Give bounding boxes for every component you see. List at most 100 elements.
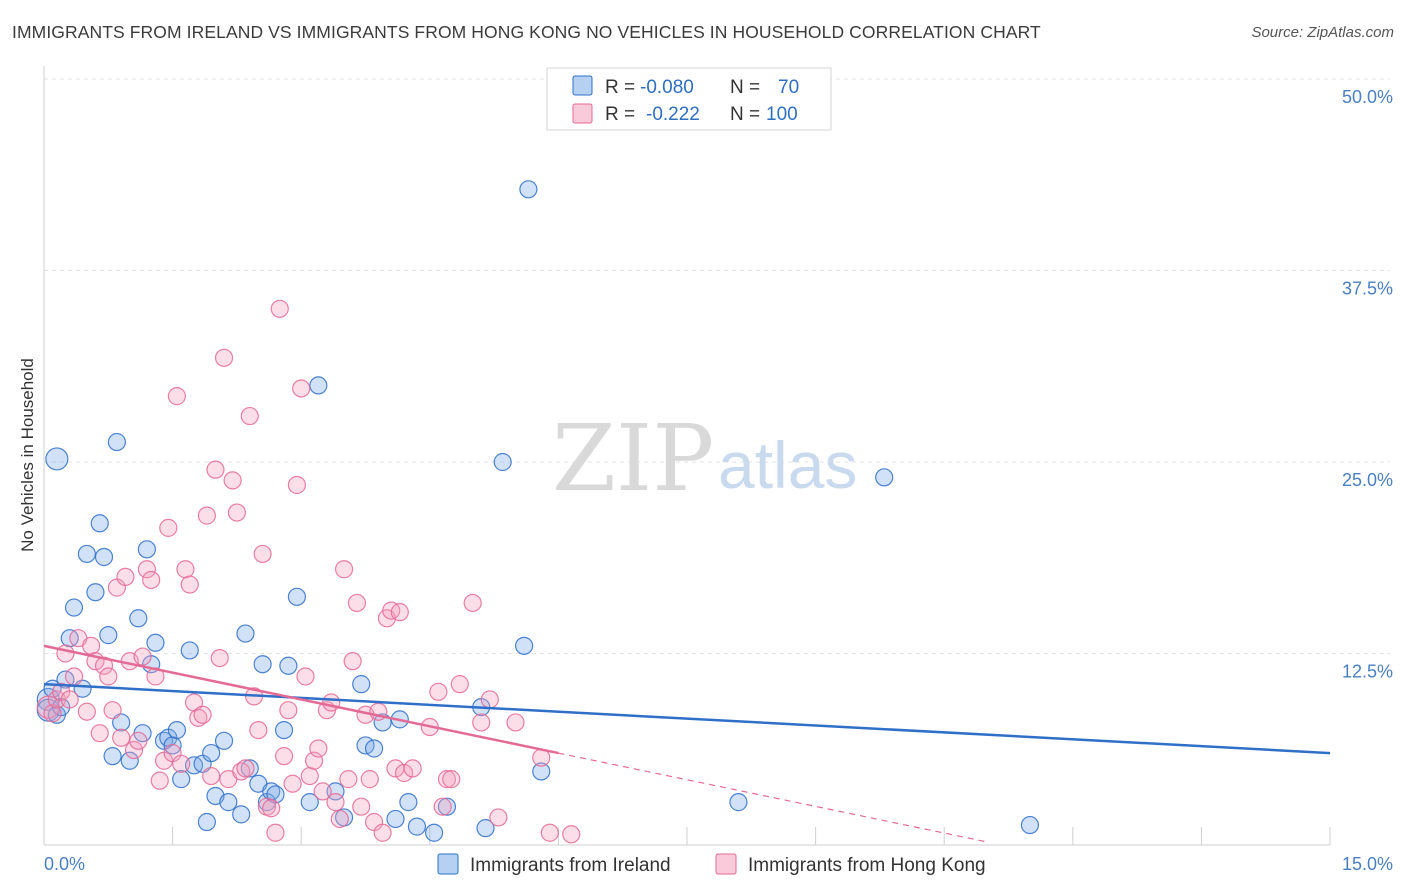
hongkong-point-92 bbox=[480, 690, 499, 709]
grid-lines bbox=[44, 78, 1390, 845]
y-tick-labels: 12.5% 25.0% 37.5% 50.0% bbox=[1342, 87, 1393, 682]
ireland-point-61 bbox=[437, 797, 457, 816]
ireland-point-19 bbox=[129, 609, 148, 628]
ireland-point-10 bbox=[77, 544, 96, 564]
chart-source: Source: ZipAtlas.com bbox=[1251, 24, 1394, 41]
hongkong-point-86 bbox=[433, 797, 452, 816]
hongkong-point-1 bbox=[43, 704, 62, 723]
ireland-point-33 bbox=[202, 743, 221, 763]
hongkong-point-6 bbox=[64, 667, 84, 686]
hongkong-point-53 bbox=[270, 299, 289, 318]
legend-r-value-ireland: -0.080 bbox=[640, 77, 694, 98]
hongkong-point-68 bbox=[334, 560, 354, 579]
ireland-point-35 bbox=[214, 731, 234, 750]
legend-swatch-ireland bbox=[572, 75, 593, 96]
hongkong-point-93 bbox=[489, 808, 508, 827]
x-tick-labels: 0.0% 15.0% bbox=[44, 854, 1393, 874]
hongkong-point-60 bbox=[300, 766, 319, 786]
hongkong-point-91 bbox=[472, 713, 491, 732]
ireland-point-16 bbox=[107, 432, 126, 452]
watermark-atlas: atlas bbox=[718, 428, 857, 502]
legend-n-label-hongkong: N = bbox=[730, 104, 760, 125]
y-tick-label-2: 37.5% bbox=[1342, 279, 1393, 299]
hongkong-point-65 bbox=[322, 693, 341, 712]
ireland-trend-line bbox=[43, 682, 1331, 755]
hongkong-point-82 bbox=[394, 763, 414, 783]
hongkong-point-13 bbox=[99, 667, 118, 686]
chart-title: IMMIGRANTS FROM IRELAND VS IMMIGRANTS FR… bbox=[12, 22, 1041, 42]
hongkong-point-36 bbox=[197, 506, 216, 525]
hongkong-point-32 bbox=[180, 575, 199, 594]
hongkong-point-90 bbox=[463, 593, 482, 613]
legend-r-value-hongkong: -0.222 bbox=[646, 104, 700, 125]
ireland-point-63 bbox=[476, 819, 495, 838]
hongkong-point-56 bbox=[283, 774, 302, 793]
hongkong-point-71 bbox=[347, 593, 367, 613]
ireland-point-23 bbox=[146, 633, 165, 652]
hongkong-point-87 bbox=[437, 770, 457, 789]
y-tick-label-0: 12.5% bbox=[1342, 662, 1393, 682]
ireland-point-60 bbox=[424, 823, 444, 842]
ireland-point-29 bbox=[180, 641, 199, 660]
ireland-point-45 bbox=[274, 720, 294, 740]
hongkong-point-51 bbox=[262, 799, 281, 818]
hongkong-point-59 bbox=[296, 667, 315, 686]
legend-n-value-hongkong: 100 bbox=[766, 104, 798, 125]
hongkong-point-29 bbox=[167, 387, 186, 406]
hongkong-point-94 bbox=[506, 713, 525, 732]
hongkong-point-57 bbox=[287, 475, 307, 495]
ireland-point-59 bbox=[407, 817, 427, 836]
ireland-point-12 bbox=[90, 514, 109, 533]
trend-lines bbox=[43, 644, 1331, 843]
ireland-point-37 bbox=[232, 805, 251, 824]
ireland-point-50 bbox=[326, 782, 345, 801]
correlation-legend: R = -0.080 N = 70 R = -0.222 N = 100 bbox=[546, 67, 832, 131]
hongkong-point-74 bbox=[360, 770, 379, 789]
watermark-zip: ZIP bbox=[552, 405, 714, 512]
hongkong-point-5 bbox=[60, 690, 79, 709]
hongkong-point-81 bbox=[390, 603, 409, 622]
bottom-legend-swatch-ireland bbox=[437, 853, 459, 875]
hongkong-point-43 bbox=[227, 503, 246, 522]
ireland-point-56 bbox=[386, 809, 405, 829]
ireland-point-15 bbox=[103, 747, 122, 766]
ireland-point-36 bbox=[219, 793, 238, 812]
ireland-point-8 bbox=[64, 598, 84, 617]
hongkong-point-72 bbox=[352, 797, 371, 816]
ireland-point-32 bbox=[197, 812, 216, 832]
hongkong-point-97 bbox=[562, 825, 581, 844]
ireland-point-48 bbox=[300, 793, 319, 812]
ireland-point-21 bbox=[137, 540, 156, 559]
legend-n-label-ireland: N = bbox=[730, 77, 760, 98]
hongkong-point-21 bbox=[133, 647, 152, 666]
ireland-point-47 bbox=[287, 587, 307, 606]
bottom-legend-hongkong: Immigrants from Hong Kong bbox=[748, 855, 986, 876]
hongkong-point-69 bbox=[339, 770, 358, 789]
hongkong-point-31 bbox=[176, 560, 195, 579]
hongkong-point-62 bbox=[309, 739, 328, 758]
ireland-points bbox=[36, 180, 1040, 842]
ireland-point-46 bbox=[279, 656, 298, 675]
bottom-legend-ireland: Immigrants from Ireland bbox=[470, 855, 671, 876]
ireland-point-18 bbox=[120, 751, 139, 770]
watermark: ZIP atlas bbox=[552, 405, 857, 512]
legend-r-label-hongkong: R = bbox=[605, 104, 635, 125]
y-tick-label-1: 25.0% bbox=[1342, 470, 1393, 490]
hongkong-point-49 bbox=[253, 544, 272, 564]
hongkong-point-77 bbox=[373, 823, 392, 842]
hongkong-point-9 bbox=[82, 636, 101, 655]
hongkong-point-22 bbox=[137, 560, 156, 579]
hongkong-point-37 bbox=[202, 766, 221, 786]
ireland-point-14 bbox=[99, 626, 118, 645]
hongkong-point-88 bbox=[442, 770, 461, 789]
ireland-point-67 bbox=[532, 762, 551, 781]
hongkong-point-55 bbox=[279, 701, 298, 720]
series-legend: Immigrants from Ireland Immigrants from … bbox=[437, 853, 986, 876]
legend-n-value-ireland: 70 bbox=[778, 77, 799, 98]
ireland-point-70 bbox=[1020, 815, 1040, 835]
hongkong-point-20 bbox=[129, 731, 148, 750]
ireland-point-38 bbox=[236, 624, 255, 643]
hongkong-point-54 bbox=[274, 747, 294, 766]
hongkong-point-14 bbox=[103, 701, 122, 720]
ireland-point-69 bbox=[875, 468, 894, 487]
